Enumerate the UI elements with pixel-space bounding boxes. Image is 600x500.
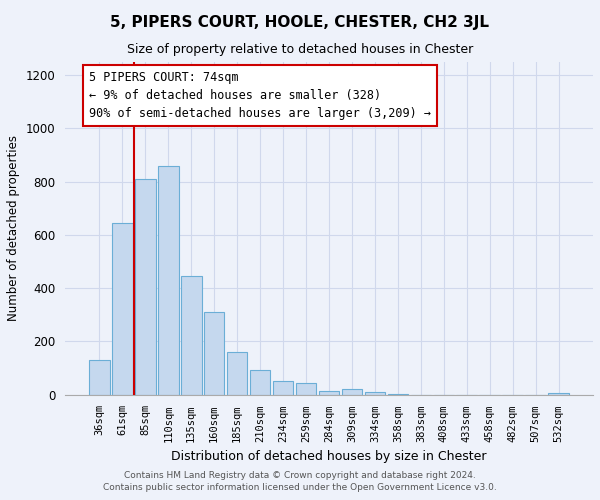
Y-axis label: Number of detached properties: Number of detached properties xyxy=(7,135,20,321)
Text: 5 PIPERS COURT: 74sqm
← 9% of detached houses are smaller (328)
90% of semi-deta: 5 PIPERS COURT: 74sqm ← 9% of detached h… xyxy=(89,72,431,120)
Bar xyxy=(548,393,569,394)
Text: Size of property relative to detached houses in Chester: Size of property relative to detached ho… xyxy=(127,42,473,56)
Bar xyxy=(273,380,293,394)
Bar xyxy=(250,370,271,394)
Bar xyxy=(204,312,224,394)
Bar xyxy=(296,384,316,394)
X-axis label: Distribution of detached houses by size in Chester: Distribution of detached houses by size … xyxy=(171,450,487,463)
Bar xyxy=(181,276,202,394)
Bar xyxy=(112,223,133,394)
Bar xyxy=(341,389,362,394)
Text: 5, PIPERS COURT, HOOLE, CHESTER, CH2 3JL: 5, PIPERS COURT, HOOLE, CHESTER, CH2 3JL xyxy=(110,15,490,30)
Bar xyxy=(158,166,179,394)
Text: Contains HM Land Registry data © Crown copyright and database right 2024.
Contai: Contains HM Land Registry data © Crown c… xyxy=(103,471,497,492)
Bar xyxy=(135,179,155,394)
Bar xyxy=(89,360,110,394)
Bar xyxy=(365,392,385,394)
Bar xyxy=(319,390,340,394)
Bar xyxy=(227,352,247,395)
